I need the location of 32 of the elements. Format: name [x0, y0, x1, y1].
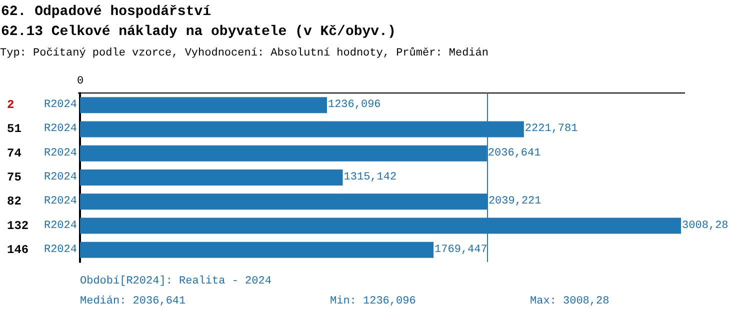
text: Max: 3008,28: [530, 296, 610, 308]
y-tick-label: 51: [6, 122, 22, 136]
text: R2024: [44, 244, 77, 256]
y-tick-label: 2: [6, 98, 14, 112]
data-label: 1769,447: [434, 244, 488, 256]
text: R2024: [44, 123, 77, 136]
series-label: R2024: [44, 99, 78, 112]
bar: [80, 242, 434, 258]
text: Období[R2024]: Realita - 2024: [80, 276, 272, 288]
y-tick-label: 132: [6, 218, 29, 233]
y-tick-label: 82: [6, 194, 22, 209]
y-tick-label: 75: [6, 170, 22, 184]
text: Min: 1236,096: [330, 296, 416, 308]
text: R2024: [44, 147, 77, 160]
data-label: 1236,096: [328, 99, 381, 112]
data-label: 2221,781: [524, 123, 578, 136]
data-label: 2036,641: [488, 147, 542, 160]
data-label: 2039,221: [488, 196, 542, 208]
data-label: 1315,142: [344, 172, 397, 184]
text: Medián: 2036,641: [80, 296, 186, 308]
text: R2024: [44, 220, 77, 232]
chart-subtitle: 62.13 Celkové náklady na obyvatele (v Kč/obyv.): [1, 24, 396, 40]
bar: [80, 97, 327, 114]
y-tick-label: 146: [6, 242, 29, 257]
text: Typ: Počítaný podle vzorce, Vyhodnocení: Absolutní hodnoty, Průměr: Medián: [0, 46, 488, 60]
y-tick-label: 74: [6, 146, 22, 160]
text: 0: [77, 76, 84, 88]
chart-title: 62. Odpadové hospodářství: [1, 4, 212, 20]
bar: [80, 170, 343, 186]
data-label: 3008,28: [682, 220, 728, 232]
text: R2024: [44, 172, 77, 184]
text: R2024: [44, 196, 77, 208]
